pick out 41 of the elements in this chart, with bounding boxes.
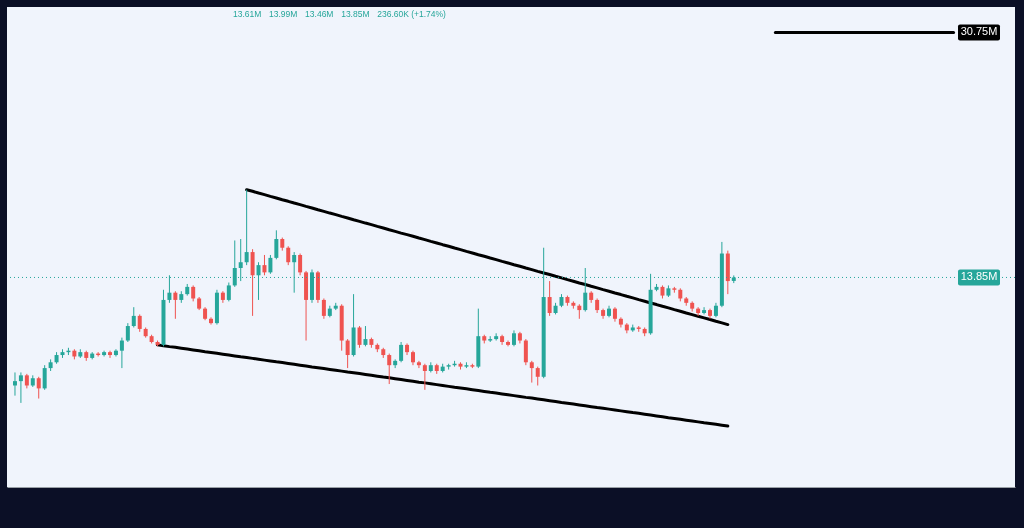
candlestick: [244, 189, 249, 266]
line-series: [156, 343, 730, 428]
candlestick: [422, 363, 427, 391]
candlestick: [108, 350, 113, 359]
candlestick: [119, 337, 124, 369]
line-series: [245, 188, 730, 327]
candlestick: [321, 297, 326, 320]
candlestick: [36, 376, 41, 400]
candlestick: [226, 282, 231, 302]
candlestick: [387, 353, 392, 385]
candlestick: [696, 306, 701, 317]
candlestick: [357, 325, 362, 349]
candlestick: [535, 366, 540, 386]
candlestick: [494, 332, 499, 342]
candlestick: [523, 338, 528, 366]
annotation: 13.99M: [269, 9, 298, 19]
candlestick: [18, 371, 23, 404]
candlestick: [399, 341, 404, 363]
candlestick: [262, 254, 267, 276]
candlestick: [345, 338, 350, 369]
candlestick: [42, 364, 47, 391]
candlestick: [250, 248, 255, 317]
candlestick: [286, 245, 291, 266]
candlestick: [125, 322, 130, 343]
annotation: 13.85M: [341, 9, 370, 19]
annotation: 13.46M: [305, 9, 334, 19]
candlestick: [274, 229, 279, 260]
candlestick: [547, 280, 552, 317]
candlestick: [268, 254, 273, 275]
candlestick: [529, 360, 534, 384]
annotation: 236.60K (+1.74%): [377, 9, 447, 19]
candlestick: [131, 306, 136, 328]
candlestick: [173, 290, 178, 320]
candlestick: [416, 360, 421, 369]
y-tick-label: 30.75M: [960, 25, 998, 38]
annotation: 13.61M: [233, 9, 262, 19]
candlestick: [209, 316, 214, 326]
candlestick: [12, 371, 17, 397]
candlestick: [702, 306, 707, 315]
candlestick: [298, 253, 303, 276]
candlestick: [363, 325, 368, 347]
